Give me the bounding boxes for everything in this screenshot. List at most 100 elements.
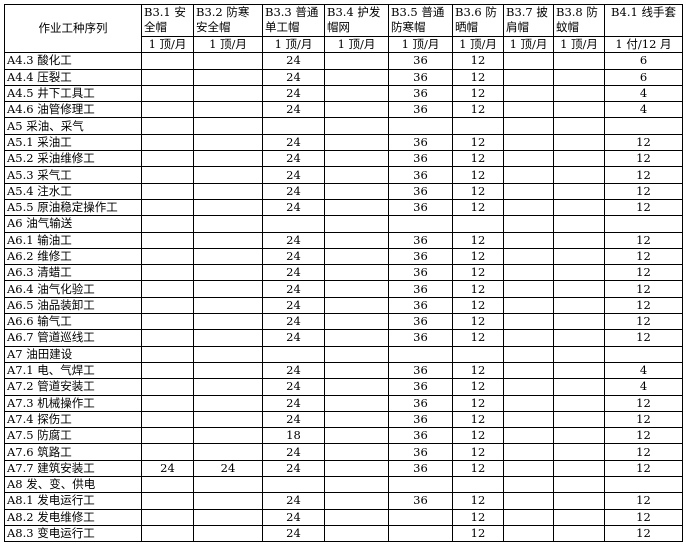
table-cell: 12: [452, 492, 504, 510]
table-row: A7.2 管道安装工 24 36 12 4: [4, 378, 683, 396]
table-cell: [503, 280, 554, 298]
table-cell: [193, 492, 263, 510]
column-header: B3.7 披肩帽: [503, 4, 554, 37]
column-header: B3.5 普通防寒帽: [388, 4, 453, 37]
table-cell: [193, 443, 263, 461]
table-cell: [553, 182, 605, 200]
table-cell: [503, 508, 554, 526]
table-cell: 12: [452, 329, 504, 347]
table-cell: [193, 182, 263, 200]
table-row: A8 发、变、供电: [4, 476, 683, 494]
table-cell: 24: [262, 231, 325, 249]
table-row: A7.6 筑路工 24 36 12 12: [4, 443, 683, 461]
table-cell: 12: [604, 329, 683, 347]
job-type-label: A6.5 油品装卸工: [4, 296, 142, 315]
table-cell: [193, 264, 263, 282]
table-cell: [553, 427, 605, 445]
table-row: A7.1 电、气焊工 24 36 12 4: [4, 361, 683, 380]
table-row: A6.5 油品装卸工 24 36 12 12: [4, 296, 683, 315]
table-cell: 24: [262, 280, 325, 298]
table-cell: [324, 68, 389, 86]
table-cell: 36: [388, 443, 453, 461]
table-cell: [604, 117, 683, 135]
ppe-allocation-table: 作业工种序列 B3.1 安全帽 B3.2 防寒安全帽 B3.3 普通单工帽 B3.4 …: [4, 3, 683, 543]
table-cell: [553, 68, 605, 86]
table-cell: [141, 361, 194, 380]
table-cell: [503, 410, 554, 429]
table-cell: 36: [388, 459, 453, 478]
table-cell: 12: [604, 443, 683, 461]
table-cell: [553, 329, 605, 347]
table-cell: [503, 394, 554, 412]
table-cell: 12: [452, 280, 504, 298]
job-type-label: A7.7 建筑安装工: [4, 459, 142, 478]
table-cell: [388, 476, 453, 494]
job-type-label: A5 采油、采气: [4, 117, 142, 135]
table-cell: 36: [388, 492, 453, 510]
table-cell: 36: [388, 84, 453, 103]
table-cell: 12: [604, 166, 683, 184]
table-row: A5.2 采油维修工 24 36 12 12: [4, 150, 683, 168]
table-cell: [141, 313, 194, 331]
table-cell: [193, 345, 263, 363]
table-cell: [141, 133, 194, 152]
table-cell: [141, 247, 194, 266]
table-cell: 36: [388, 231, 453, 249]
table-cell: [324, 182, 389, 200]
table-cell: 12: [452, 264, 504, 282]
table-cell: [553, 361, 605, 380]
column-header: B3.3 普通单工帽: [262, 4, 325, 37]
table-cell: 24: [262, 378, 325, 396]
table-cell: [503, 443, 554, 461]
table-cell: [324, 133, 389, 152]
table-row: A6.3 清蜡工 24 36 12 12: [4, 264, 683, 282]
table-cell: 36: [388, 101, 453, 119]
column-header: B3.4 护发帽网: [324, 4, 389, 37]
table-cell: 24: [262, 101, 325, 119]
table-cell: [193, 296, 263, 315]
table-cell: [324, 280, 389, 298]
job-type-label: A6.7 管道巡线工: [4, 329, 142, 347]
table-cell: [503, 182, 554, 200]
table-cell: 12: [604, 524, 683, 543]
table-cell: [553, 524, 605, 543]
table-row: A6.4 油气化验工 24 36 12 12: [4, 280, 683, 298]
table-row: A7.5 防腐工 18 36 12 12: [4, 427, 683, 445]
table-cell: 4: [604, 361, 683, 380]
table-cell: 12: [452, 84, 504, 103]
table-cell: [324, 361, 389, 380]
table-cell: 24: [193, 459, 263, 478]
table-cell: [324, 264, 389, 282]
table-cell: [503, 492, 554, 510]
table-cell: [141, 296, 194, 315]
table-cell: [503, 84, 554, 103]
table-cell: [553, 345, 605, 363]
table-row: A5 采油、采气: [4, 117, 683, 135]
job-type-label: A6.6 输气工: [4, 313, 142, 331]
table-cell: [503, 345, 554, 363]
table-cell: 12: [604, 459, 683, 478]
table-cell: [553, 394, 605, 412]
table-cell: [452, 476, 504, 494]
table-cell: [324, 166, 389, 184]
table-cell: [141, 394, 194, 412]
table-cell: 24: [262, 247, 325, 266]
table-row: A5.1 采油工 24 36 12 12: [4, 133, 683, 152]
table-cell: [503, 150, 554, 168]
table-row: A8.1 发电运行工 24 36 12 12: [4, 492, 683, 510]
table-cell: 36: [388, 410, 453, 429]
job-type-label: A6.4 油气化验工: [4, 280, 142, 298]
table-cell: 12: [452, 361, 504, 380]
table-row: A5.5 原油稳定操作工 24 36 12 12: [4, 198, 683, 217]
table-cell: 36: [388, 150, 453, 168]
table-cell: [324, 524, 389, 543]
table-cell: 4: [604, 84, 683, 103]
table-cell: 12: [452, 52, 504, 70]
table-cell: 36: [388, 198, 453, 217]
table-cell: 36: [388, 264, 453, 282]
table-cell: [141, 101, 194, 119]
table-cell: [452, 117, 504, 135]
table-row: A4.3 酸化工 24 36 12 6: [4, 52, 683, 70]
table-cell: 24: [262, 524, 325, 543]
table-cell: [141, 52, 194, 70]
